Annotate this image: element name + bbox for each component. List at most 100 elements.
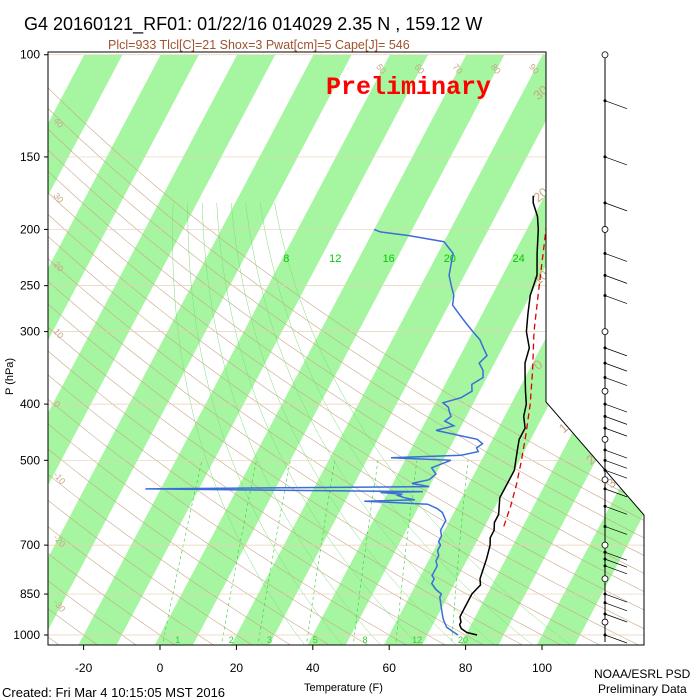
mixing-ratio-label: 8	[362, 635, 367, 645]
wind-barb	[604, 449, 628, 459]
dry-adiabat	[48, 54, 644, 645]
wind-barb	[604, 565, 628, 575]
dry-adiabat-label: 10	[51, 326, 65, 340]
wind-barb	[604, 505, 628, 515]
wind-calm-marker	[601, 435, 609, 443]
dry-adiabat-label: 80	[489, 62, 503, 76]
pressure-tick-label: 1000	[13, 628, 40, 642]
dry-adiabat-label: 40	[51, 116, 65, 130]
wind-barb	[604, 602, 628, 612]
wind-barb	[604, 347, 628, 357]
pressure-tick-label: 150	[20, 150, 40, 164]
wind-barb	[604, 558, 628, 568]
mixing-ratio-label: 3	[267, 635, 272, 645]
wind-calm-marker	[601, 575, 609, 583]
wind-barb	[604, 100, 628, 110]
dry-adiabat	[48, 54, 644, 645]
dry-adiabat-label: 50	[374, 62, 388, 76]
mixing-ratio-label: 12	[412, 635, 422, 645]
dry-adiabat	[48, 54, 295, 645]
wind-barb	[604, 593, 628, 603]
temperature-tick-labels: -20 0 20 40 60 80 100	[75, 645, 552, 675]
mixing-ratio-label: 24	[512, 253, 524, 265]
wind-barb	[604, 634, 628, 644]
wind-barb	[604, 362, 628, 372]
parcel-line	[503, 195, 550, 527]
mixing-ratio-label: 28	[589, 253, 601, 265]
temperature-tick-label: 40	[306, 661, 320, 675]
plot-area: 5060708090100110120130140150403020100-10…	[0, 54, 697, 648]
dry-adiabat-label: 90	[527, 62, 541, 76]
moist-adiabat	[216, 202, 422, 645]
dry-adiabat-label: 20	[51, 259, 65, 273]
moist-adiabat	[187, 202, 345, 645]
temperature-line	[458, 195, 540, 636]
wind-calm-marker	[601, 226, 609, 233]
wind-barb	[604, 202, 628, 212]
wind-barb	[604, 488, 628, 498]
isotherm-band	[48, 54, 276, 645]
wind-calm-marker	[601, 618, 609, 626]
moist-adiabat	[201, 202, 383, 645]
wind-calm-marker	[601, 476, 609, 484]
dry-adiabat	[48, 54, 644, 645]
preliminary-stamp: Preliminary	[326, 73, 491, 102]
wind-barb	[604, 403, 628, 413]
wind-calm-marker	[601, 387, 609, 395]
credit-line-1: NOAA/ESRL PSD	[594, 667, 691, 681]
temperature-tick-label: 80	[459, 661, 473, 675]
pressure-tick-label: 200	[20, 222, 40, 236]
isotherm-band	[535, 54, 644, 645]
pressure-tick-label: 500	[20, 453, 40, 467]
pressure-tick-label: 250	[20, 279, 40, 293]
mixing-ratio-label: 32	[673, 253, 685, 265]
moist-adiabats	[172, 202, 574, 645]
mixing-ratio-label: 20	[458, 635, 468, 645]
isotherm-band	[229, 54, 581, 645]
wind-barb	[604, 427, 628, 437]
isotherm-bands	[48, 54, 644, 645]
pressure-tick-label: 100	[20, 48, 40, 62]
mixing-ratio-labels: 8 12 16 20 24 28 321 2 3 5 8 12 20	[175, 253, 685, 645]
wind-calm-marker	[601, 51, 609, 59]
pressure-tick-label: 850	[20, 587, 40, 601]
isotherm-band	[48, 54, 199, 645]
temperature-tick-label: 20	[230, 661, 244, 675]
mixing-ratio-line	[305, 460, 336, 645]
wind-barb	[604, 156, 628, 166]
mixing-ratio-line	[451, 460, 469, 645]
dry-adiabat-label: 130	[680, 62, 697, 80]
mixing-ratio-line	[257, 460, 291, 645]
mixing-ratio-line	[352, 460, 379, 645]
mixing-ratio-label: 20	[444, 253, 456, 265]
wind-calm-marker	[601, 328, 609, 335]
moist-adiabat	[245, 202, 498, 645]
moist-adiabat	[274, 202, 574, 645]
wind-barb	[604, 613, 628, 623]
wind-profile	[601, 51, 628, 644]
pressure-tick-label: 700	[20, 538, 40, 552]
temperature-tick-label: -20	[75, 661, 93, 675]
dry-adiabat-label: 100	[565, 62, 582, 80]
dry-adiabat	[0, 55, 23, 648]
wind-barb	[604, 377, 628, 386]
chart-title: G4 20160121_RF01: 01/22/16 014029 2.35 N…	[24, 14, 482, 35]
pressure-tick-label: 300	[20, 325, 40, 339]
mixing-ratio-label: 12	[329, 253, 341, 265]
mixing-ratio-label: 5	[313, 635, 318, 645]
temperature-tick-label: 100	[532, 661, 552, 675]
wind-barb	[604, 253, 628, 262]
dry-adiabat	[48, 54, 644, 645]
dry-adiabat	[48, 54, 450, 645]
moist-adiabat	[259, 202, 536, 645]
pressure-tick-labels: 100 150 200 250 300 400 500 700 850 1000	[13, 48, 48, 642]
y-axis-label: P (hPa)	[4, 358, 16, 395]
dry-adiabat	[48, 54, 489, 645]
wind-barb	[604, 469, 628, 479]
pressure-tick-label: 400	[20, 397, 40, 411]
mixing-ratio-line	[161, 460, 203, 645]
dewpoint-line	[145, 228, 488, 636]
dry-adiabat	[48, 54, 140, 645]
dry-adiabat-label: 110	[603, 62, 620, 79]
dry-adiabat	[48, 54, 411, 645]
